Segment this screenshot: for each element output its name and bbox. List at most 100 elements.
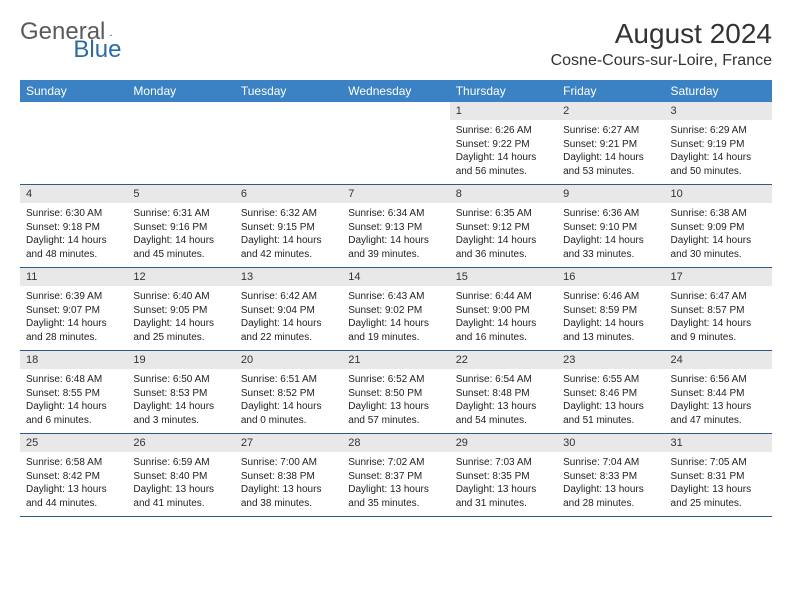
day-number: 26 <box>127 434 234 453</box>
sunrise-text: Sunrise: 6:46 AM <box>563 290 658 304</box>
sunset-text: Sunset: 8:42 PM <box>26 470 121 484</box>
sunrise-text: Sunrise: 6:39 AM <box>26 290 121 304</box>
sunset-text: Sunset: 9:04 PM <box>241 304 336 318</box>
sunrise-text: Sunrise: 7:00 AM <box>241 456 336 470</box>
sunrise-text: Sunrise: 6:38 AM <box>671 207 766 221</box>
daylight-text: Daylight: 13 hours and 57 minutes. <box>348 400 443 427</box>
day-number: 16 <box>557 268 664 287</box>
sunset-text: Sunset: 9:13 PM <box>348 221 443 235</box>
day-number: 28 <box>342 434 449 453</box>
sunrise-text: Sunrise: 6:29 AM <box>671 124 766 138</box>
day-cell: Sunrise: 6:55 AMSunset: 8:46 PMDaylight:… <box>557 369 664 434</box>
detail-row: Sunrise: 6:48 AMSunset: 8:55 PMDaylight:… <box>20 369 772 434</box>
daylight-text: Daylight: 14 hours and 0 minutes. <box>241 400 336 427</box>
day-number: 2 <box>557 102 664 120</box>
daylight-text: Daylight: 13 hours and 31 minutes. <box>456 483 551 510</box>
daylight-text: Daylight: 13 hours and 51 minutes. <box>563 400 658 427</box>
detail-row: Sunrise: 6:58 AMSunset: 8:42 PM Daylight:… <box>20 452 772 517</box>
logo: General Blue <box>20 18 183 46</box>
day-cell: Sunrise: 6:42 AMSunset: 9:04 PMDaylight:… <box>235 286 342 351</box>
day-number: 30 <box>557 434 664 453</box>
day-number: 10 <box>665 185 772 204</box>
sunset-text: Sunset: 8:40 PM <box>133 470 228 484</box>
sunset-text: Sunset: 9:10 PM <box>563 221 658 235</box>
day-cell: Sunrise: 6:52 AMSunset: 8:50 PMDaylight:… <box>342 369 449 434</box>
sunset-text: Sunset: 9:16 PM <box>133 221 228 235</box>
daylight-text: Daylight: 14 hours and 36 minutes. <box>456 234 551 261</box>
detail-row: Sunrise: 6:39 AMSunset: 9:07 PMDaylight:… <box>20 286 772 351</box>
day-cell: Sunrise: 7:05 AMSunset: 8:31 PMDaylight:… <box>665 452 772 517</box>
day-cell <box>20 120 127 185</box>
day-number: 13 <box>235 268 342 287</box>
sunset-text: Sunset: 9:21 PM <box>563 138 658 152</box>
daynum-row: 18192021222324 <box>20 351 772 370</box>
col-friday: Friday <box>557 80 664 102</box>
day-cell: Sunrise: 6:35 AMSunset: 9:12 PMDaylight:… <box>450 203 557 268</box>
daylight-text: Daylight: 14 hours and 48 minutes. <box>26 234 121 261</box>
sunrise-text: Sunrise: 6:30 AM <box>26 207 121 221</box>
daylight-text: Daylight: 14 hours and 56 minutes. <box>456 151 551 178</box>
daylight-text: Daylight: 13 hours and 38 minutes. <box>241 483 336 510</box>
sunrise-text: Sunrise: 6:36 AM <box>563 207 658 221</box>
sunrise-text: Sunrise: 6:58 AM <box>26 456 121 470</box>
sunset-text: Sunset: 8:35 PM <box>456 470 551 484</box>
daylight-text: Daylight: 14 hours and 19 minutes. <box>348 317 443 344</box>
daynum-row: 25262728293031 <box>20 434 772 453</box>
daylight-text: Daylight: 14 hours and 50 minutes. <box>671 151 766 178</box>
sunrise-text: Sunrise: 7:02 AM <box>348 456 443 470</box>
day-cell: Sunrise: 6:44 AMSunset: 9:00 PMDaylight:… <box>450 286 557 351</box>
sunset-text: Sunset: 9:02 PM <box>348 304 443 318</box>
sunset-text: Sunset: 9:22 PM <box>456 138 551 152</box>
day-cell: Sunrise: 6:26 AMSunset: 9:22 PMDaylight:… <box>450 120 557 185</box>
day-number: 25 <box>20 434 127 453</box>
logo-text-blue: Blue <box>73 36 121 64</box>
day-number: 11 <box>20 268 127 287</box>
day-cell <box>342 120 449 185</box>
sunrise-text: Sunrise: 7:05 AM <box>671 456 766 470</box>
sunrise-text: Sunrise: 6:35 AM <box>456 207 551 221</box>
day-cell: Sunrise: 6:54 AMSunset: 8:48 PMDaylight:… <box>450 369 557 434</box>
sunset-text: Sunset: 8:37 PM <box>348 470 443 484</box>
sunset-text: Sunset: 9:15 PM <box>241 221 336 235</box>
sunrise-text: Sunrise: 7:03 AM <box>456 456 551 470</box>
day-cell: Sunrise: 6:32 AMSunset: 9:15 PMDaylight:… <box>235 203 342 268</box>
sunset-text: Sunset: 8:59 PM <box>563 304 658 318</box>
day-number: 18 <box>20 351 127 370</box>
day-number: 3 <box>665 102 772 120</box>
col-tuesday: Tuesday <box>235 80 342 102</box>
sunset-text: Sunset: 8:53 PM <box>133 387 228 401</box>
sunrise-text: Sunrise: 6:47 AM <box>671 290 766 304</box>
col-thursday: Thursday <box>450 80 557 102</box>
day-cell: Sunrise: 6:29 AMSunset: 9:19 PMDaylight:… <box>665 120 772 185</box>
daylight-text: Daylight: 14 hours and 42 minutes. <box>241 234 336 261</box>
sunset-text: Sunset: 8:44 PM <box>671 387 766 401</box>
day-cell: Sunrise: 6:51 AMSunset: 8:52 PMDaylight:… <box>235 369 342 434</box>
daylight-text: Daylight: 13 hours and 25 minutes. <box>671 483 766 510</box>
sunset-text: Sunset: 8:46 PM <box>563 387 658 401</box>
sunset-text: Sunset: 8:52 PM <box>241 387 336 401</box>
day-cell: Sunrise: 7:03 AMSunset: 8:35 PMDaylight:… <box>450 452 557 517</box>
day-number: 22 <box>450 351 557 370</box>
sunset-text: Sunset: 9:19 PM <box>671 138 766 152</box>
day-number: 24 <box>665 351 772 370</box>
daylight-text: Daylight: 14 hours and 25 minutes. <box>133 317 228 344</box>
detail-row: Sunrise: 6:30 AMSunset: 9:18 PMDaylight:… <box>20 203 772 268</box>
day-number: 9 <box>557 185 664 204</box>
day-cell: Sunrise: 6:59 AMSunset: 8:40 PMDaylight:… <box>127 452 234 517</box>
sunset-text: Sunset: 9:12 PM <box>456 221 551 235</box>
day-number: 17 <box>665 268 772 287</box>
daylight-text: Daylight: 14 hours and 6 minutes. <box>26 400 121 427</box>
day-number: 8 <box>450 185 557 204</box>
day-number <box>235 102 342 120</box>
day-cell: Sunrise: 7:02 AMSunset: 8:37 PMDaylight:… <box>342 452 449 517</box>
day-cell: Sunrise: 6:43 AMSunset: 9:02 PMDaylight:… <box>342 286 449 351</box>
sunrise-text: Sunrise: 6:27 AM <box>563 124 658 138</box>
day-cell: Sunrise: 6:56 AMSunset: 8:44 PMDaylight:… <box>665 369 772 434</box>
daynum-row: 11121314151617 <box>20 268 772 287</box>
day-cell: Sunrise: 6:34 AMSunset: 9:13 PMDaylight:… <box>342 203 449 268</box>
day-number: 14 <box>342 268 449 287</box>
sunset-text: Sunset: 9:00 PM <box>456 304 551 318</box>
day-cell: Sunrise: 6:50 AMSunset: 8:53 PMDaylight:… <box>127 369 234 434</box>
sunrise-text: Sunrise: 6:55 AM <box>563 373 658 387</box>
header: General Blue August 2024 Cosne-Cours-sur… <box>20 18 772 70</box>
